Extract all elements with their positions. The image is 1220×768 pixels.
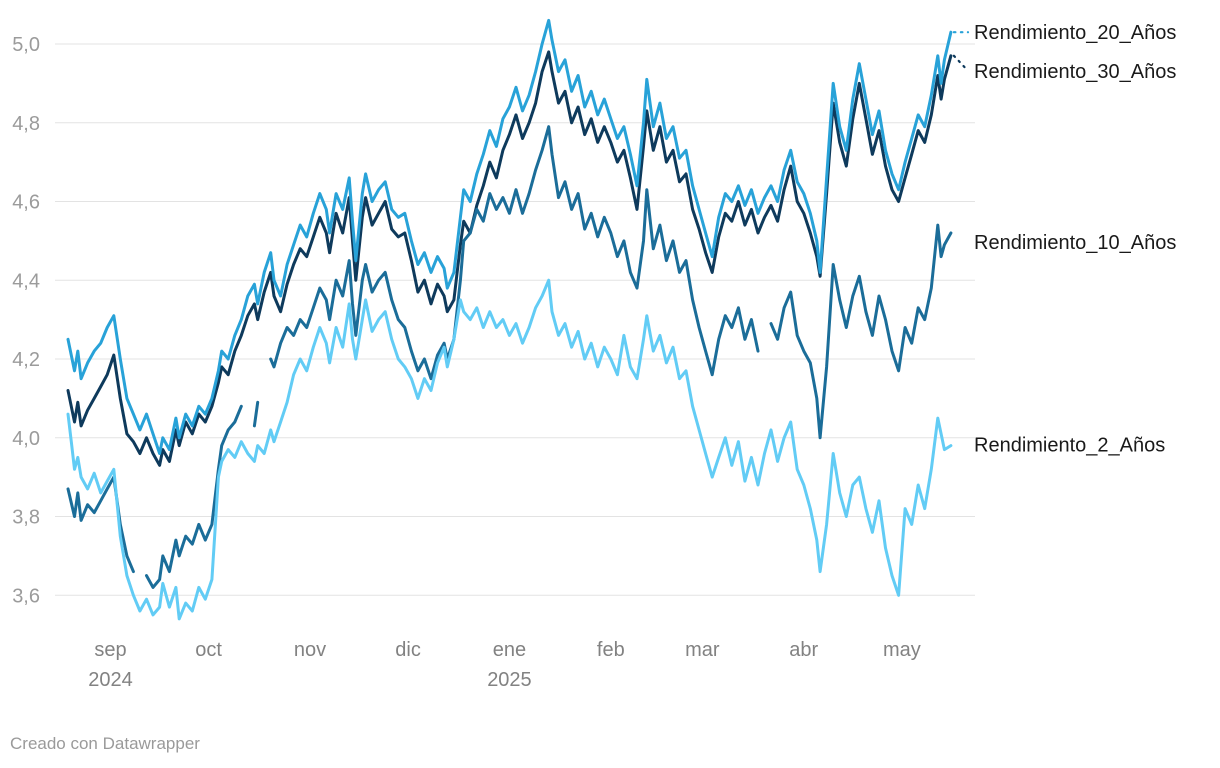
series-label-rendimiento_10_años: Rendimiento_10_Años: [974, 232, 1176, 254]
x-month-label: ene: [493, 639, 526, 661]
x-month-label: may: [883, 639, 921, 661]
y-tick-label: 4,4: [12, 270, 40, 292]
series-label-rendimiento_20_años: Rendimiento_20_Años: [974, 22, 1176, 44]
x-month-label: mar: [685, 639, 720, 661]
datawrapper-attribution: Creado con Datawrapper: [10, 734, 200, 753]
x-axis-labels: sep 2024 oct nov dic ene 2025 feb mar abr may: [88, 639, 920, 691]
series-label-rendimiento_2_años: Rendimiento_2_Años: [974, 435, 1165, 457]
y-tick-label: 4,2: [12, 349, 40, 371]
series-line-rendimiento_20_años: [66, 18, 953, 455]
series-line-rendimiento_2_años: [66, 278, 953, 621]
series-end-labels-layer: Rendimiento_30_Años Rendimiento_20_Años Re…: [952, 22, 1176, 457]
series-line-rendimiento_30_años: [66, 50, 953, 467]
y-axis-labels: 5,0 4,8 4,6 4,4 4,2 4,0 3,8 3,6: [12, 34, 40, 607]
series-lines-layer: [66, 18, 953, 621]
y-tick-label: 4,6: [12, 192, 40, 214]
x-year-label: 2025: [487, 669, 532, 691]
x-month-label: feb: [597, 639, 625, 661]
x-month-label: abr: [789, 639, 818, 661]
series-label-connector-rendimiento_30_años: [952, 54, 970, 72]
x-month-label: oct: [195, 639, 222, 661]
y-tick-label: 5,0: [12, 34, 40, 56]
x-month-label: nov: [294, 639, 326, 661]
x-month-label: sep: [94, 639, 126, 661]
series-line-rendimiento_10_años: [66, 125, 953, 589]
x-month-label: dic: [395, 639, 421, 661]
y-tick-label: 4,0: [12, 428, 40, 450]
gridlines-layer: [55, 43, 975, 596]
y-tick-label: 4,8: [12, 113, 40, 135]
y-tick-label: 3,6: [12, 585, 40, 607]
series-label-rendimiento_30_años: Rendimiento_30_Años: [974, 61, 1176, 83]
y-tick-label: 3,8: [12, 507, 40, 529]
x-year-label: 2024: [88, 669, 133, 691]
